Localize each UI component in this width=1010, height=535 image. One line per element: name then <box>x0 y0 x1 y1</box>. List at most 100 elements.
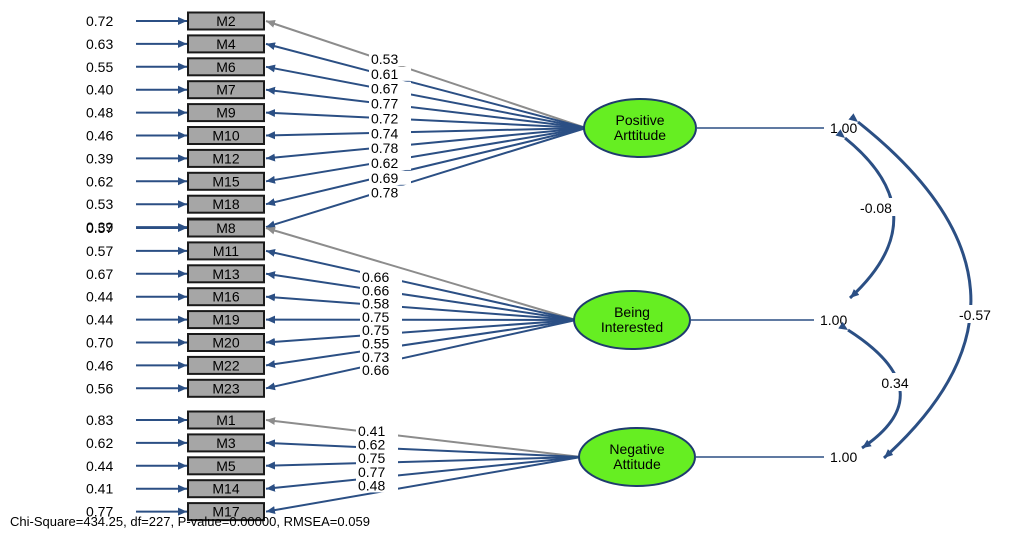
error-variance-label: 0.44 <box>86 312 113 328</box>
error-variance-label: 0.56 <box>86 380 113 396</box>
indicator-box <box>187 310 265 330</box>
error-variance-label: 0.62 <box>86 173 113 189</box>
loading-label-bg <box>356 424 398 438</box>
loading-path <box>265 319 577 369</box>
error-variance-label: 0.63 <box>86 36 113 52</box>
indicator-label: M14 <box>212 481 239 497</box>
loading-path <box>265 86 587 129</box>
indicator-box <box>187 241 265 261</box>
covariance-positive-interested <box>835 129 896 300</box>
loading-label-bg <box>369 111 411 126</box>
loading-path <box>265 456 582 492</box>
error-variance-label: 0.72 <box>86 13 113 29</box>
factor-name: Negative <box>609 441 664 457</box>
loading-path <box>265 319 577 391</box>
loading-label-bg <box>369 126 411 141</box>
loading-path <box>265 417 582 458</box>
loading-label: 0.61 <box>371 66 398 82</box>
loading-label-bg <box>360 363 402 378</box>
factor-name: Positive <box>615 112 664 128</box>
error-variance-label: 0.44 <box>86 289 113 305</box>
error-variance-label: 0.40 <box>86 82 113 98</box>
covariance-label-bg <box>958 305 1010 323</box>
loading-path <box>265 319 577 346</box>
loading-path <box>265 42 587 129</box>
covariance-label-positive-interested: -0.08 <box>860 200 892 216</box>
loading-label-bg <box>356 478 398 493</box>
loading-label-bg <box>369 185 411 200</box>
loading-label: 0.62 <box>371 155 398 171</box>
error-variance-label: 0.41 <box>86 481 113 497</box>
loading-label: 0.78 <box>371 140 398 156</box>
error-variance-label: 0.67 <box>86 266 113 282</box>
loading-path <box>265 456 582 470</box>
loading-label: 0.66 <box>362 282 389 298</box>
indicator-label: M10 <box>212 128 239 144</box>
loading-path <box>265 248 577 321</box>
indicator-label: M20 <box>212 335 239 351</box>
loading-label: 0.41 <box>358 423 385 439</box>
loading-path <box>265 127 587 229</box>
loading-label-bg <box>369 170 411 185</box>
factor-variance-label: 1.00 <box>830 120 857 136</box>
loading-label: 0.74 <box>371 125 398 141</box>
indicator-box <box>187 378 265 398</box>
factor-name: Interested <box>601 319 663 335</box>
factor-name: Being <box>614 304 650 320</box>
error-variance-label: 0.57 <box>86 220 113 236</box>
loading-paths <box>136 17 587 516</box>
factor-name: Attitude <box>613 456 661 472</box>
indicator-box <box>187 80 265 100</box>
indicator-label: M9 <box>216 105 236 121</box>
indicator-box <box>187 34 265 54</box>
loading-label: 0.48 <box>358 477 385 493</box>
indicator-label: M23 <box>212 380 239 396</box>
error-variance-label: 0.48 <box>86 105 113 121</box>
loading-label: 0.78 <box>371 185 398 201</box>
loading-label-bg <box>369 96 411 111</box>
indicator-label: M22 <box>212 357 239 373</box>
indicator-box <box>187 456 265 476</box>
loading-label: 0.73 <box>362 349 389 365</box>
indicator-label: M11 <box>213 243 239 259</box>
factor-variance-label: 1.00 <box>820 312 847 328</box>
indicator-label: M5 <box>216 458 236 474</box>
loading-path <box>265 293 577 321</box>
indicator-box <box>187 333 265 352</box>
error-variance-label: 0.39 <box>86 150 113 166</box>
covariance-label-positive-negative: -0.57 <box>959 307 991 323</box>
indicator-label: M17 <box>212 504 239 520</box>
indicator-label: M1 <box>216 412 236 428</box>
indicator-label: M3 <box>216 435 236 451</box>
loading-label: 0.58 <box>362 296 389 312</box>
indicator-box <box>187 11 265 31</box>
error-variance-label: 0.46 <box>86 128 113 144</box>
indicator-label: M4 <box>216 36 236 52</box>
indicator-box <box>187 57 265 77</box>
loading-label-bg <box>369 141 411 156</box>
loading-label: 0.53 <box>371 51 398 67</box>
error-variance-label: 0.39 <box>86 219 113 235</box>
error-variance-label: 0.62 <box>86 435 113 451</box>
error-variance-label: 0.70 <box>86 335 113 351</box>
factor-variance-label: 1.00 <box>830 449 857 465</box>
error-variance-label: 0.83 <box>86 412 113 428</box>
indicator-box <box>187 287 265 307</box>
indicator-label: M15 <box>212 173 239 189</box>
loading-label-bg <box>369 52 411 66</box>
loading-label-bg <box>369 81 411 96</box>
error-variance-label: 0.77 <box>86 504 113 520</box>
indicator-label: M2 <box>216 13 236 29</box>
indicator-box <box>187 433 265 453</box>
loading-label-bg <box>369 155 411 170</box>
loading-label: 0.75 <box>362 309 389 325</box>
error-variance-label: 0.44 <box>86 458 113 474</box>
loading-label: 0.75 <box>358 450 385 466</box>
error-variance-label: 0.46 <box>86 357 113 373</box>
indicator-box <box>187 264 265 284</box>
error-variance-label: 0.55 <box>86 59 113 75</box>
loading-path <box>265 64 587 129</box>
covariance-positive-negative <box>848 113 973 460</box>
error-variance-label: 0.57 <box>86 243 113 259</box>
loading-label: 0.66 <box>362 362 389 378</box>
